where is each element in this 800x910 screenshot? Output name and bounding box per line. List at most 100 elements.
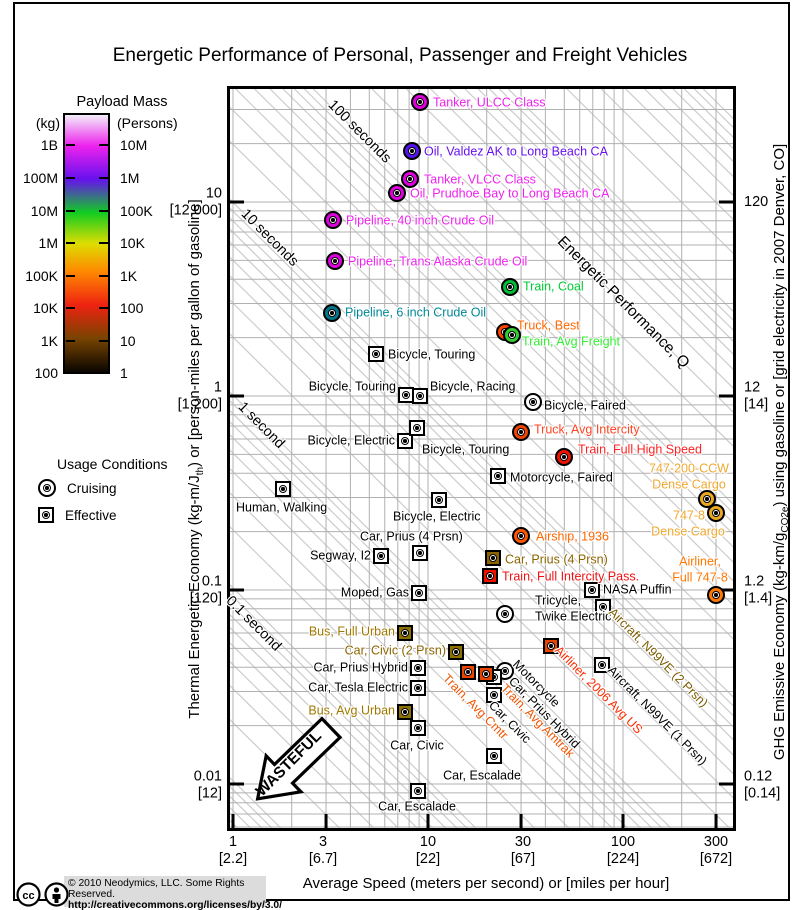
- data-point-label-human-walking: Human, Walking: [236, 500, 328, 515]
- data-point-marker-car-tesla-electric: [410, 680, 426, 696]
- colorbar-persons-tick: 10M: [120, 137, 148, 153]
- data-point-marker-segway-i2: [373, 548, 389, 564]
- data-point-marker-car-prius-4-prsn: [412, 545, 428, 561]
- data-point-label-airliner-full-747-8: Full 747-8: [672, 570, 728, 585]
- data-point-label-car-escalade: Car, Escalade: [378, 799, 456, 814]
- data-point-marker-bicycle-touring: [409, 420, 425, 436]
- data-point-label-airliner-full-747-8: Airliner,: [679, 554, 721, 569]
- data-point-label-tricycle-twike-electric: Tricycle,: [535, 593, 582, 608]
- constant-q-line: [702, 89, 733, 120]
- data-point-label-truck-avg-intercity: Truck, Avg Intercity: [534, 422, 640, 437]
- constant-q-line: [230, 217, 733, 717]
- data-point-label-747-8-dense-cargo: Dense Cargo: [651, 524, 725, 539]
- data-point-marker-car-prius-hybrid: [410, 660, 426, 676]
- colorbar-persons-tick: 1K: [120, 268, 138, 284]
- colorbar-persons-tick: 100: [120, 300, 144, 316]
- constant-q-line: [230, 602, 458, 828]
- colorbar-persons-header: (Persons): [117, 115, 178, 131]
- data-point-marker-bicycle-electric: [397, 433, 413, 449]
- colorbar-dash-left: [65, 242, 75, 245]
- data-point-marker-aircraft-n99ve-1-prsn: [594, 657, 610, 673]
- constant-q-line: [230, 684, 375, 828]
- data-point-marker-train-coal: [501, 278, 519, 296]
- constant-q-line: [566, 89, 733, 254]
- data-point-label-car-civic-2-prsn: Car, Civic (2 Prsn): [344, 643, 446, 658]
- axis-tick-marks: [230, 200, 733, 828]
- data-point-label-truck-best: Truck, Best: [517, 318, 580, 333]
- data-point-marker-car-civic: [410, 720, 426, 736]
- colorbar-kg-header: (kg): [35, 115, 60, 131]
- data-point-label-bus-avg-urban: Bus, Avg Urban: [308, 703, 395, 718]
- log-gridlines: [230, 89, 733, 828]
- constant-q-lines: [230, 89, 733, 828]
- data-point-marker-aircraft-n99ve-2-prsn: [595, 599, 611, 615]
- constant-q-line: [312, 89, 733, 505]
- constant-q-line: [230, 660, 399, 828]
- data-point-label-bus-full-urban: Bus, Full Urban: [308, 624, 395, 639]
- data-point-marker-train-avg-freight: [503, 326, 521, 344]
- colorbar-dash-right: [98, 372, 108, 375]
- cc-license-icon: cc: [16, 882, 41, 907]
- constant-q-line: [600, 89, 733, 220]
- constant-q-line: [230, 785, 273, 828]
- data-point-marker-pipeline-6-inch-crude-oil: [323, 304, 341, 322]
- constant-q-line: [230, 421, 641, 828]
- y-left-sub: th: [195, 466, 206, 476]
- usage-legend-label: Effective: [65, 507, 117, 523]
- colorbar-dash-right: [98, 177, 108, 180]
- x-tick-label: 3 [6.7]: [308, 834, 338, 867]
- constant-q-line: [684, 89, 733, 138]
- usage-legend-item-effective: Effective: [38, 507, 117, 523]
- plot-gridlines-svg: WASTEFUL: [230, 89, 733, 828]
- page-title: Energetic Performance of Personal, Passe…: [112, 45, 688, 66]
- y-right-tick-label: 12 [14]: [744, 379, 769, 413]
- colorbar-dash-right: [98, 144, 108, 147]
- data-point-marker-pipeline-trans-alaska-crude-oil: [326, 252, 344, 270]
- constant-q-line: [230, 492, 570, 828]
- data-point-label-motorcycle-faired: Motorcycle, Faired: [510, 470, 613, 485]
- constant-q-line: [230, 299, 733, 799]
- constant-q-line: [371, 89, 733, 447]
- data-point-marker-car-escalade: [410, 783, 426, 799]
- colorbar-dash-right: [98, 307, 108, 310]
- colorbar-kg-tick: 100M: [22, 170, 58, 186]
- data-point-marker-bicycle-racing: [412, 388, 428, 404]
- colorbar-dash-left: [65, 177, 75, 180]
- usage-legend-item-cruising: Cruising: [38, 479, 117, 497]
- constant-q-line: [303, 89, 733, 514]
- outer-frame: [13, 2, 790, 901]
- data-point-marker-bicycle-touring: [368, 346, 384, 362]
- data-point-marker-oil-valdez-ak-to-long-beach-ca: [403, 142, 421, 160]
- y-right-tick-label: 120: [744, 193, 769, 210]
- data-point-label-car-prius-4-prsn: Car, Prius (4 Prsn): [505, 552, 608, 567]
- colorbar-persons-tick: 10K: [120, 235, 145, 251]
- data-point-marker-airliner-2006-avg-us: [543, 638, 559, 654]
- license-url[interactable]: http://creativecommons.org/licenses/by/3…: [68, 900, 283, 910]
- data-point-label-bicycle-electric: Bicycle, Electric: [307, 433, 395, 448]
- constant-q-line: [477, 89, 733, 342]
- data-point-label-pipeline-6-inch-crude-oil: Pipeline, 6 inch Crude Oil: [345, 305, 487, 320]
- x-tick-label: 10 [22]: [415, 834, 441, 867]
- colorbar-dash-left: [65, 372, 75, 375]
- colorbar-dash-right: [98, 340, 108, 343]
- constant-q-line: [230, 207, 733, 707]
- data-point-marker-train-full-intercity-pass: [482, 568, 498, 584]
- colorbar-persons-tick: 1M: [120, 170, 140, 186]
- data-point-marker-tanker-vlcc-class: [401, 170, 419, 188]
- colorbar-dash-right: [98, 242, 108, 245]
- data-point-label-car-prius-4-prsn: Car, Prius (4 Prsn): [360, 529, 463, 544]
- constant-q-line: [230, 400, 663, 828]
- colorbar-dash-left: [65, 307, 75, 310]
- constant-q-line: [230, 449, 613, 828]
- x-tick-label: 100 [224]: [606, 834, 640, 867]
- colorbar-dash-left: [65, 210, 75, 213]
- data-point-label-oil-valdez-ak-to-long-beach-ca: Oil, Valdez AK to Long Beach CA: [424, 144, 608, 159]
- constant-q-line: [230, 241, 733, 741]
- data-point-marker-car-prius-4-prsn: [485, 550, 501, 566]
- constant-q-line: [230, 434, 628, 828]
- colorbar-kg-tick: 1B: [40, 137, 58, 153]
- y-left-tick-label: 10 [12,000]: [169, 185, 222, 219]
- data-point-label-car-tesla-electric: Car, Tesla Electric: [308, 680, 408, 695]
- colorbar-dash-right: [98, 275, 108, 278]
- data-point-marker-pipeline-40-inch-crude-oil: [324, 211, 342, 229]
